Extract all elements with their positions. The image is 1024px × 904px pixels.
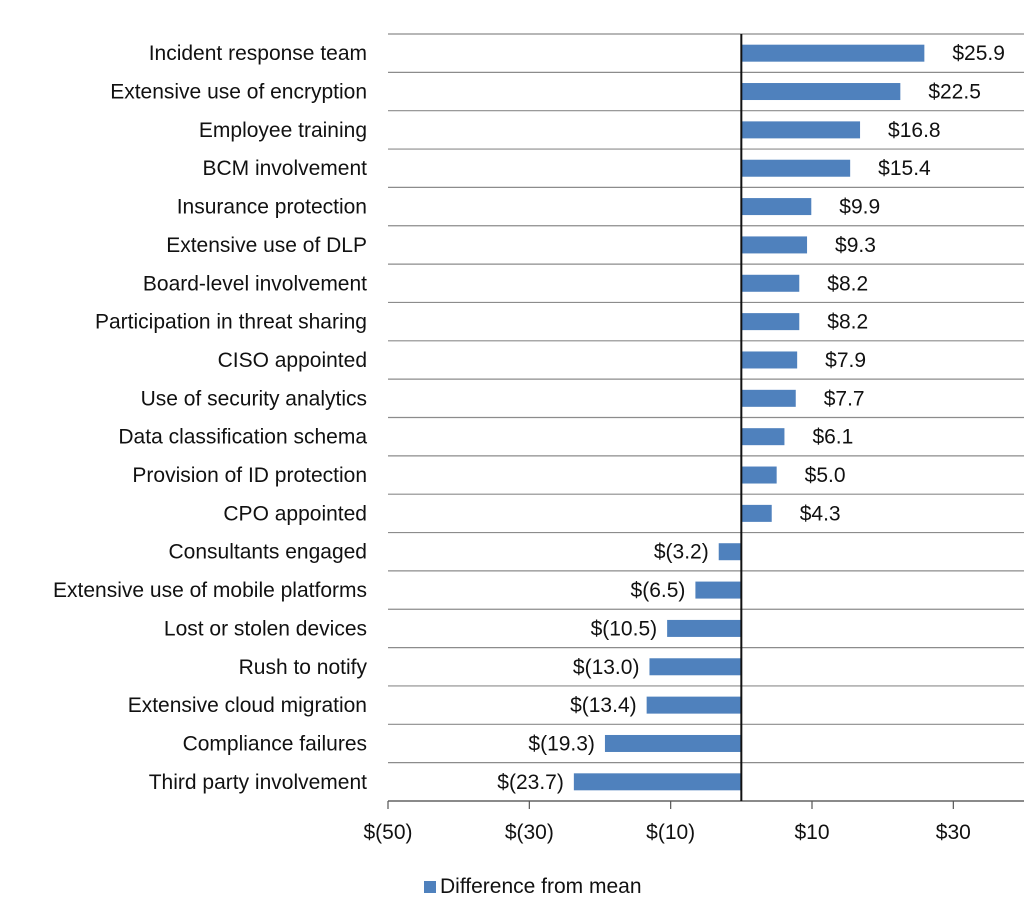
x-tick-label: $(10) xyxy=(646,821,695,844)
bar xyxy=(695,581,742,599)
data-label: $(13.0) xyxy=(573,656,640,679)
data-label: $(10.5) xyxy=(591,617,658,640)
bar xyxy=(573,773,742,791)
category-label: BCM involvement xyxy=(202,157,367,180)
bar xyxy=(741,83,901,101)
category-label: Extensive cloud migration xyxy=(128,694,367,717)
data-label: $9.9 xyxy=(839,196,880,219)
data-label: $8.2 xyxy=(827,311,868,334)
category-label: CISO appointed xyxy=(218,349,367,372)
category-label: Rush to notify xyxy=(239,656,368,679)
bar xyxy=(646,696,742,714)
bar xyxy=(718,543,742,561)
bar xyxy=(741,236,808,254)
bar xyxy=(741,504,772,522)
category-label: Consultants engaged xyxy=(169,541,368,564)
category-label: CPO appointed xyxy=(223,502,367,525)
data-label: $8.2 xyxy=(827,272,868,295)
bar xyxy=(741,121,861,139)
x-tick-label: $(50) xyxy=(363,821,412,844)
data-label: $(19.3) xyxy=(528,732,595,755)
bar xyxy=(741,198,812,216)
x-tick-label: $(30) xyxy=(505,821,554,844)
data-label: $25.9 xyxy=(952,42,1005,65)
legend-label: Difference from mean xyxy=(440,875,642,898)
bar xyxy=(741,466,777,484)
bar xyxy=(741,44,925,62)
category-label: Participation in threat sharing xyxy=(95,311,367,334)
x-tick-label: $10 xyxy=(794,821,829,844)
category-label: Data classification schema xyxy=(118,426,367,449)
category-label: Use of security analytics xyxy=(141,387,367,410)
category-label: Provision of ID protection xyxy=(132,464,367,487)
chart-legend: Difference from mean xyxy=(424,872,642,902)
category-label: Extensive use of DLP xyxy=(166,234,367,257)
data-label: $9.3 xyxy=(835,234,876,257)
bar xyxy=(667,619,742,637)
bar xyxy=(741,274,800,292)
data-label: $6.1 xyxy=(812,426,853,449)
data-label: $7.9 xyxy=(825,349,866,372)
data-label: $7.7 xyxy=(824,387,865,410)
category-label: Extensive use of encryption xyxy=(110,81,367,104)
bar xyxy=(741,159,851,177)
x-tick-label: $30 xyxy=(936,821,971,844)
category-label: Insurance protection xyxy=(177,196,367,219)
data-label: $22.5 xyxy=(928,81,981,104)
bar xyxy=(741,428,785,446)
data-label: $5.0 xyxy=(805,464,846,487)
category-label: Incident response team xyxy=(149,42,367,65)
bar xyxy=(741,351,798,369)
bar xyxy=(649,658,742,676)
category-label: Board-level involvement xyxy=(143,272,367,295)
category-label: Compliance failures xyxy=(183,732,367,755)
category-label: Lost or stolen devices xyxy=(164,617,367,640)
bar xyxy=(741,313,800,331)
data-label: $4.3 xyxy=(800,502,841,525)
category-label: Extensive use of mobile platforms xyxy=(53,579,367,602)
data-label: $(3.2) xyxy=(654,541,709,564)
category-label: Employee training xyxy=(199,119,367,142)
legend-swatch xyxy=(424,881,436,893)
bar xyxy=(741,389,796,407)
data-label: $(13.4) xyxy=(570,694,637,717)
data-label: $(6.5) xyxy=(631,579,686,602)
data-label: $16.8 xyxy=(888,119,941,142)
bar xyxy=(604,734,742,752)
data-label: $(23.7) xyxy=(497,771,564,794)
category-label: Third party involvement xyxy=(149,771,367,794)
data-label: $15.4 xyxy=(878,157,931,180)
